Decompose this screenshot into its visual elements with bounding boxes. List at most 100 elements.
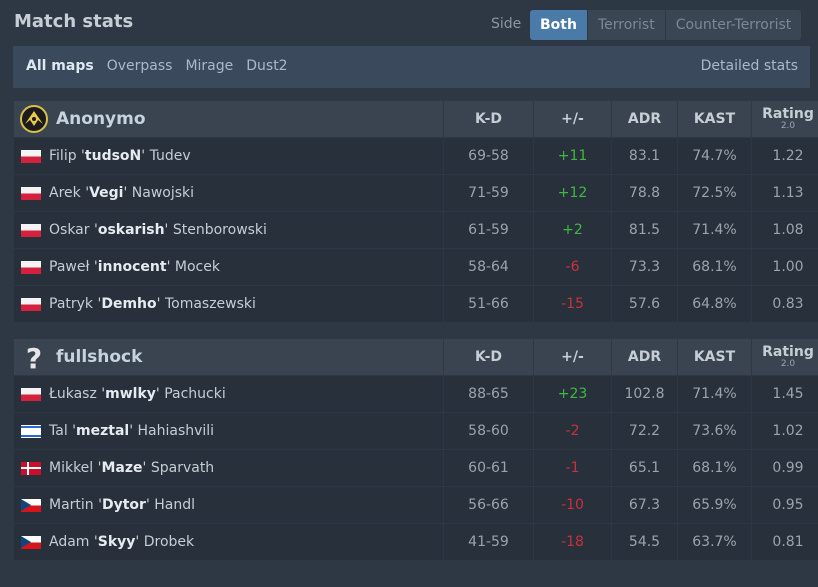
player-name-cell[interactable]: Łukasz 'mwlky' Pachucki (13, 375, 444, 413)
player-nickname[interactable]: Vegi (89, 185, 124, 201)
column-header-adr: ADR (611, 338, 678, 376)
player-last-name[interactable]: Sparvath (150, 460, 215, 476)
player-first-name[interactable]: Filip (49, 148, 77, 164)
player-last-name[interactable]: Mocek (174, 259, 220, 275)
player-nickname[interactable]: oskarish (97, 222, 165, 238)
kd-cell: 88-65 (443, 375, 534, 413)
rating-cell: 0.99 (751, 449, 818, 487)
player-row: Tal 'meztal' Hahiashvili 58-60 -2 72.2 73.6%… (13, 412, 818, 450)
player-name-cell[interactable]: Tal 'meztal' Hahiashvili (13, 412, 444, 450)
player-last-name[interactable]: Drobek (143, 534, 195, 550)
side-button-counter-terrorist[interactable]: Counter-Terrorist (664, 10, 802, 40)
player-first-name[interactable]: Arek (49, 185, 81, 201)
player-first-name[interactable]: Tal (49, 423, 68, 439)
flag-cz-icon (21, 498, 41, 512)
team-name[interactable]: Anonymo (56, 109, 146, 129)
question-mark-icon: ? (26, 343, 42, 371)
kast-cell: 73.6% (677, 412, 752, 450)
player-first-name[interactable]: Mikkel (49, 460, 94, 476)
diff-cell: +23 (533, 375, 612, 413)
player-nickname[interactable]: tudsoN (84, 148, 142, 164)
player-last-name[interactable]: Handl (154, 497, 196, 513)
kast-cell: 63.7% (677, 523, 752, 561)
side-label: Side (491, 16, 522, 32)
player-row: Filip 'tudsoN' Tudev 69-58 +11 83.1 74.7% 1.2… (13, 137, 818, 175)
player-last-name[interactable]: Tudev (149, 148, 191, 164)
player-nickname[interactable]: Demho (101, 296, 157, 312)
team-name-cell[interactable]: ? fullshock (13, 338, 444, 376)
rating-cell: 1.13 (751, 174, 818, 212)
flag-pl-icon (21, 186, 41, 200)
rating-cell: 0.83 (751, 285, 818, 323)
rating-cell: 0.95 (751, 486, 818, 524)
flag-pl-icon (21, 149, 41, 163)
player-last-name[interactable]: Stenborowski (172, 222, 267, 238)
adr-cell: 78.8 (611, 174, 678, 212)
player-name-cell[interactable]: Oskar 'oskarish' Stenborowski (13, 211, 444, 249)
flag-dk-icon (21, 461, 41, 475)
player-row: Paweł 'innocent' Mocek 58-64 -6 73.3 68.1% 1.… (13, 248, 818, 286)
rating-cell: 0.81 (751, 523, 818, 561)
adr-cell: 81.5 (611, 211, 678, 249)
player-first-name[interactable]: Łukasz (49, 386, 97, 402)
map-tab-overpass[interactable]: Overpass (106, 58, 173, 74)
player-first-name[interactable]: Oskar (49, 222, 90, 238)
kd-cell: 71-59 (443, 174, 534, 212)
map-tab-dust2[interactable]: Dust2 (246, 58, 288, 74)
adr-cell: 67.3 (611, 486, 678, 524)
kast-cell: 68.1% (677, 449, 752, 487)
kd-cell: 58-64 (443, 248, 534, 286)
side-button-terrorist[interactable]: Terrorist (586, 10, 665, 40)
adr-cell: 72.2 (611, 412, 678, 450)
side-button-both[interactable]: Both (530, 10, 587, 40)
player-name-cell[interactable]: Arek 'Vegi' Nawojski (13, 174, 444, 212)
player-last-name[interactable]: Tomaszewski (164, 296, 256, 312)
team-stats-table: ? fullshock K-D +/- ADR KAST Rating 2.0 Łukasz '… (13, 338, 818, 561)
player-name-cell[interactable]: Filip 'tudsoN' Tudev (13, 137, 444, 175)
flag-pl-icon (21, 223, 41, 237)
kd-cell: 61-59 (443, 211, 534, 249)
detailed-stats-link[interactable]: Detailed stats (700, 58, 798, 74)
player-nickname[interactable]: mwlky (105, 386, 156, 402)
adr-cell: 57.6 (611, 285, 678, 323)
player-nickname[interactable]: innocent (97, 259, 167, 275)
player-last-name[interactable]: Pachucki (164, 386, 226, 402)
flag-pl-icon (21, 297, 41, 311)
adr-cell: 54.5 (611, 523, 678, 561)
kast-cell: 74.7% (677, 137, 752, 175)
team-name[interactable]: fullshock (56, 347, 143, 367)
player-row: Martin 'Dytor' Handl 56-66 -10 67.3 65.9% 0.9… (13, 486, 818, 524)
player-name-cell[interactable]: Martin 'Dytor' Handl (13, 486, 444, 524)
player-first-name[interactable]: Adam (49, 534, 90, 550)
map-tab-all-maps[interactable]: All maps (26, 58, 94, 74)
team-name-cell[interactable]: Anonymo (13, 100, 444, 138)
rating-label: Rating (762, 344, 814, 360)
player-last-name[interactable]: Hahiashvili (137, 423, 215, 439)
rating-cell: 1.08 (751, 211, 818, 249)
player-row: Patryk 'Demho' Tomaszewski 51-66 -15 57.6 64… (13, 285, 818, 323)
column-header-rating: Rating 2.0 (751, 338, 818, 376)
player-nickname[interactable]: meztal (76, 423, 130, 439)
player-nickname[interactable]: Skyy (97, 534, 136, 550)
player-first-name[interactable]: Martin (49, 497, 94, 513)
diff-cell: +2 (533, 211, 612, 249)
column-header-diff: +/- (533, 100, 612, 138)
map-tab-mirage[interactable]: Mirage (185, 58, 234, 74)
rating-version: 2.0 (780, 121, 796, 131)
player-name-cell[interactable]: Patryk 'Demho' Tomaszewski (13, 285, 444, 323)
player-name-cell[interactable]: Paweł 'innocent' Mocek (13, 248, 444, 286)
player-nickname[interactable]: Maze (101, 460, 143, 476)
player-name-cell[interactable]: Adam 'Skyy' Drobek (13, 523, 444, 561)
player-first-name[interactable]: Paweł (49, 259, 90, 275)
player-name-cell[interactable]: Mikkel 'Maze' Sparvath (13, 449, 444, 487)
team-stats-table: Anonymo K-D +/- ADR KAST Rating 2.0 Filip 'tuds… (13, 100, 818, 323)
player-nickname[interactable]: Dytor (101, 497, 146, 513)
anonymo-logo-icon (20, 105, 48, 133)
rating-cell: 1.45 (751, 375, 818, 413)
column-header-rating: Rating 2.0 (751, 100, 818, 138)
diff-cell: -18 (533, 523, 612, 561)
player-first-name[interactable]: Patryk (49, 296, 94, 312)
kd-cell: 51-66 (443, 285, 534, 323)
player-last-name[interactable]: Nawojski (131, 185, 195, 201)
player-row: Oskar 'oskarish' Stenborowski 61-59 +2 81.5… (13, 211, 818, 249)
